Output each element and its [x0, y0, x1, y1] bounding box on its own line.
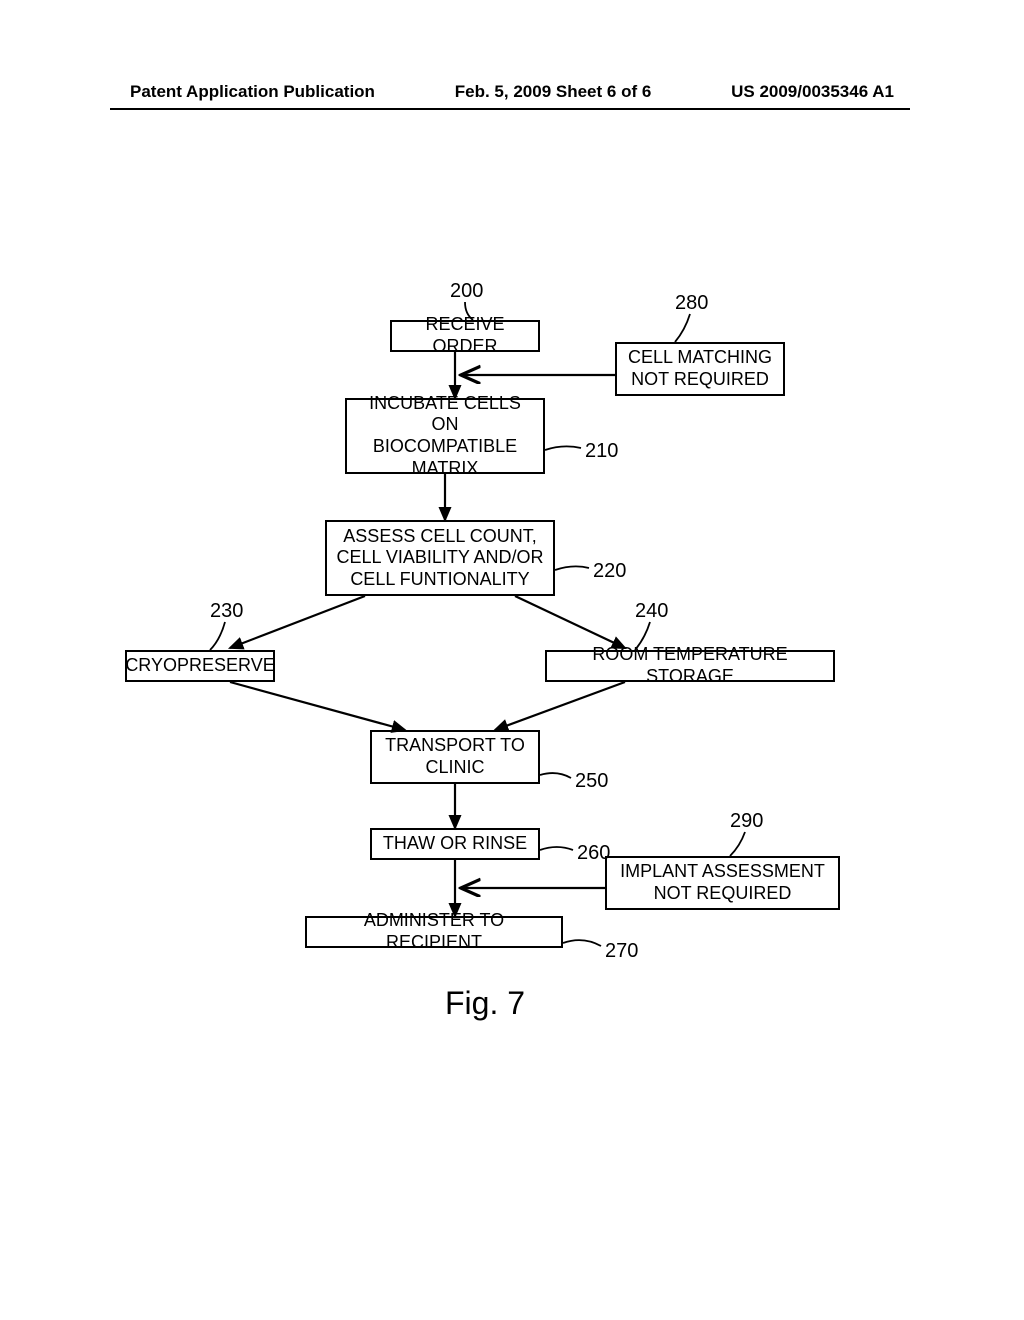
ref-230: 230	[210, 600, 243, 623]
flowchart-diagram: RECEIVE ORDER CELL MATCHINGNOT REQUIRED …	[115, 280, 895, 1060]
ref-210: 210	[585, 440, 618, 463]
figure-label: Fig. 7	[445, 985, 525, 1022]
ref-240: 240	[635, 600, 668, 623]
node-cell-matching-not-required: CELL MATCHINGNOT REQUIRED	[615, 342, 785, 396]
node-transport-to-clinic: TRANSPORT TOCLINIC	[370, 730, 540, 784]
ref-290: 290	[730, 810, 763, 833]
ref-260: 260	[577, 842, 610, 865]
node-room-temp-storage: ROOM TEMPERATURE STORAGE	[545, 650, 835, 682]
node-implant-assessment-not-required: IMPLANT ASSESSMENTNOT REQUIRED	[605, 856, 840, 910]
header-rule	[110, 108, 910, 110]
node-thaw-or-rinse: THAW OR RINSE	[370, 828, 540, 860]
page-header: Patent Application Publication Feb. 5, 2…	[0, 82, 1024, 102]
ref-250: 250	[575, 770, 608, 793]
header-left: Patent Application Publication	[130, 82, 375, 102]
node-assess-cell: ASSESS CELL COUNT,CELL VIABILITY AND/ORC…	[325, 520, 555, 596]
node-incubate-cells: INCUBATE CELLS ONBIOCOMPATIBLEMATRIX	[345, 398, 545, 474]
node-administer-to-recipient: ADMINISTER TO RECIPIENT	[305, 916, 563, 948]
node-receive-order: RECEIVE ORDER	[390, 320, 540, 352]
node-cryopreserve: CRYOPRESERVE	[125, 650, 275, 682]
ref-220: 220	[593, 560, 626, 583]
header-mid: Feb. 5, 2009 Sheet 6 of 6	[455, 82, 652, 102]
header-right: US 2009/0035346 A1	[731, 82, 894, 102]
ref-280: 280	[675, 292, 708, 315]
ref-200: 200	[450, 280, 483, 303]
ref-270: 270	[605, 940, 638, 963]
